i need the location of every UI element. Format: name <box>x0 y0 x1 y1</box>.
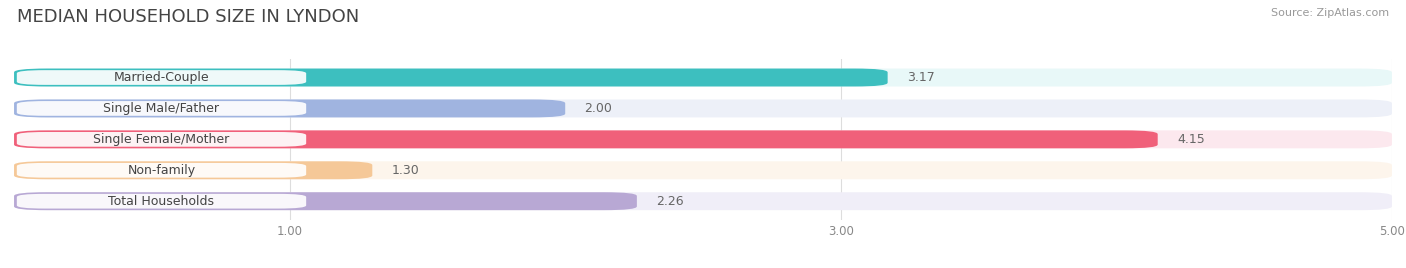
Text: Total Households: Total Households <box>108 195 215 208</box>
FancyBboxPatch shape <box>14 131 1392 148</box>
Text: 3.17: 3.17 <box>907 71 935 84</box>
Text: Married-Couple: Married-Couple <box>114 71 209 84</box>
Text: 1.30: 1.30 <box>392 164 419 177</box>
Text: Source: ZipAtlas.com: Source: ZipAtlas.com <box>1271 8 1389 18</box>
FancyBboxPatch shape <box>17 194 307 209</box>
Text: 4.15: 4.15 <box>1177 133 1205 146</box>
FancyBboxPatch shape <box>17 163 307 178</box>
FancyBboxPatch shape <box>14 192 1392 210</box>
Text: Single Female/Mother: Single Female/Mother <box>93 133 229 146</box>
FancyBboxPatch shape <box>14 99 565 117</box>
Text: Non-family: Non-family <box>128 164 195 177</box>
FancyBboxPatch shape <box>14 161 373 179</box>
FancyBboxPatch shape <box>17 101 307 116</box>
FancyBboxPatch shape <box>14 69 887 87</box>
Text: Single Male/Father: Single Male/Father <box>104 102 219 115</box>
FancyBboxPatch shape <box>14 69 1392 87</box>
Text: 2.26: 2.26 <box>657 195 683 208</box>
FancyBboxPatch shape <box>14 131 1157 148</box>
Text: MEDIAN HOUSEHOLD SIZE IN LYNDON: MEDIAN HOUSEHOLD SIZE IN LYNDON <box>17 8 359 26</box>
FancyBboxPatch shape <box>14 161 1392 179</box>
FancyBboxPatch shape <box>17 132 307 147</box>
FancyBboxPatch shape <box>14 192 637 210</box>
FancyBboxPatch shape <box>14 99 1392 117</box>
Text: 2.00: 2.00 <box>585 102 613 115</box>
FancyBboxPatch shape <box>17 70 307 85</box>
